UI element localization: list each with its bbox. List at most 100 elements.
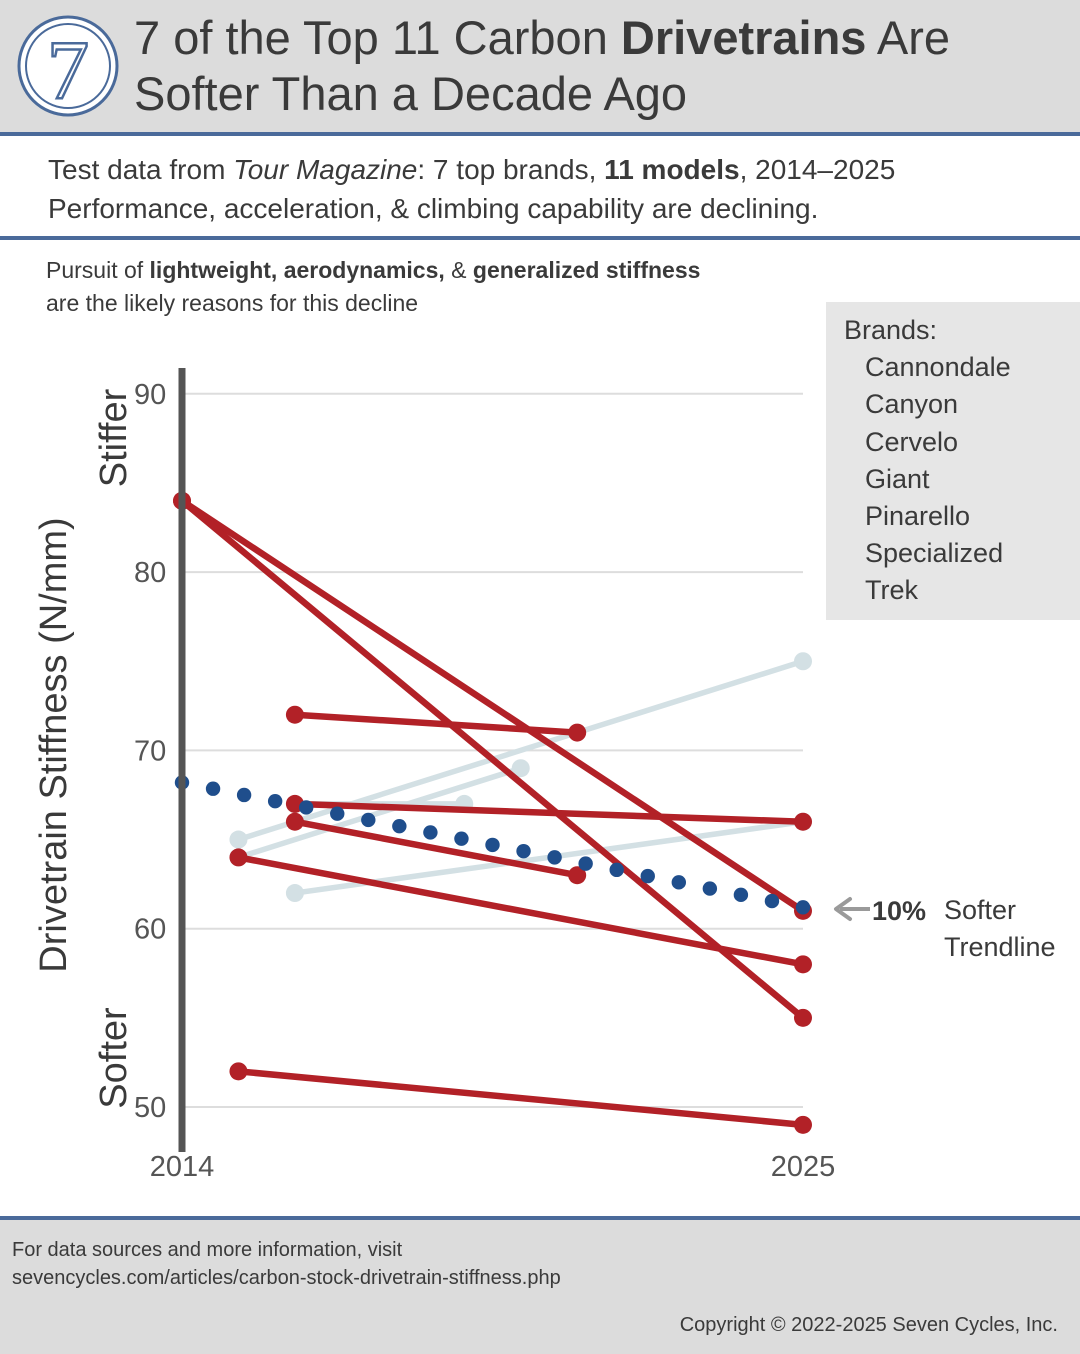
series-end-point: [568, 723, 587, 742]
reason-note: Pursuit of lightweight, aerodynamics, & …: [46, 254, 846, 320]
brand-item: Specialized: [865, 538, 1004, 569]
page-title: 7 of the Top 11 Carbon Drivetrains Are So…: [134, 10, 1064, 122]
annotation-percent: 10%: [872, 896, 926, 926]
subtitle-post: , 2014–2025: [739, 154, 896, 185]
reason-pre: Pursuit of: [46, 257, 150, 283]
trendline-dot: [299, 800, 314, 815]
y-tick-label: 60: [134, 914, 166, 946]
subtitle-bold: 11 models: [604, 154, 740, 185]
y-tick-label: 50: [134, 1092, 166, 1124]
y-tick-label: 90: [134, 379, 166, 411]
series-start-point: [285, 705, 304, 724]
y-tick-labels: 50 60 70 80 90: [134, 379, 166, 1124]
trendline-dot: [795, 900, 811, 915]
copyright: Copyright © 2022-2025 Seven Cycles, Inc.: [679, 1314, 1058, 1336]
softer-series-line: [291, 818, 581, 879]
subtitle-source: Tour Magazine: [233, 154, 418, 185]
brand-item: Cannondale: [865, 352, 1011, 383]
trendline-dot: [702, 881, 718, 896]
softer-series-line: [178, 497, 807, 1022]
reason-line2: are the likely reasons for this decline: [46, 290, 419, 316]
y-axis-label: Drivetrain Stiffness (N/mm): [33, 517, 75, 972]
stiffness-chart: 50 60 70 80 90 Drivetrain Stiffness (N/mm) S…: [33, 368, 1056, 1183]
trendline-dot: [205, 781, 221, 796]
title-pre: 7 of the Top 11 Carbon: [134, 11, 621, 64]
x-tick-labels: 2014 2025: [150, 1151, 836, 1183]
trendline-dot: [671, 875, 686, 890]
trendline-dot: [361, 812, 376, 828]
series-start-point: [229, 1062, 248, 1081]
trendline-dot: [764, 893, 780, 909]
series-end-point: [794, 1115, 812, 1134]
trendline-dot: [485, 837, 500, 853]
series-end-point: [794, 955, 812, 974]
trendline-dot: [423, 825, 438, 840]
series-end-point: [794, 1008, 812, 1027]
reason-line1: Pursuit of lightweight, aerodynamics, & …: [46, 254, 846, 287]
title-line2: Softer Than a Decade Ago: [134, 67, 688, 120]
series-start-point: [285, 884, 304, 903]
brands-heading: Brands:: [844, 315, 938, 345]
series-end-point: [511, 759, 530, 778]
footer: For data sources and more information, v…: [0, 1216, 1080, 1354]
seven-cycles-logo: 7: [17, 15, 119, 118]
trendline-dot: [516, 843, 531, 859]
series-start-point: [285, 812, 304, 831]
divider: [0, 236, 1080, 240]
trendline-dot: [392, 818, 407, 834]
series-start-point: [229, 848, 248, 867]
x-tick-label: 2025: [771, 1151, 836, 1183]
trendline-dot: [578, 856, 593, 871]
brand-item: Giant: [865, 463, 930, 494]
brand-item: Trek: [865, 575, 918, 606]
brand-item: Pinarello: [865, 501, 971, 532]
trendline-dot: [267, 794, 283, 809]
brand-item: Cervelo: [865, 426, 959, 457]
trendline-dot: [640, 868, 655, 884]
brand-item: Canyon: [865, 389, 959, 420]
softer-label: Softer: [93, 1007, 135, 1109]
trendline-dot: [609, 862, 624, 878]
subtitle: Test data from Tour Magazine: 7 top bran…: [48, 150, 1058, 228]
softer-series-line: [291, 711, 581, 736]
footer-note: For data sources and more information, v…: [12, 1236, 561, 1292]
trendline-dot: [547, 850, 562, 865]
logo-numeral: 7: [47, 24, 89, 117]
reason-mid: &: [444, 257, 473, 283]
arrow-head-icon: [834, 897, 852, 921]
trendline-dot: [733, 887, 749, 903]
series-end-point: [794, 812, 812, 831]
brands-legend: Brands: Cannondale Canyon Cervelo Giant …: [826, 302, 1080, 620]
y-tick-label: 70: [134, 735, 166, 767]
softer-series-line: [291, 800, 807, 825]
trendline-dot: [236, 787, 252, 803]
trendline-dot: [330, 806, 345, 821]
x-tick-label: 2014: [150, 1151, 215, 1183]
softer-series-line: [178, 497, 807, 915]
series-start-point: [229, 830, 248, 849]
softer-series-line: [235, 1068, 807, 1129]
series-end-point: [794, 652, 812, 671]
gridlines: [182, 392, 803, 1108]
footer-url[interactable]: sevencycles.com/articles/carbon-stock-dr…: [12, 1267, 561, 1289]
stiffer-label: Stiffer: [93, 388, 135, 487]
y-tick-label: 80: [134, 557, 166, 589]
subtitle-line2: Performance, acceleration, & climbing ca…: [48, 193, 819, 224]
stiffer-series-line: [235, 765, 524, 861]
trendline: [174, 775, 811, 915]
title-bold: Drivetrains: [620, 11, 867, 64]
brands-list: Cannondale Canyon Cervelo Giant Pinarell…: [844, 349, 1080, 609]
softer-series-line: [235, 854, 807, 968]
subtitle-mid: : 7 top brands,: [417, 154, 605, 185]
softer-series: [173, 491, 812, 1134]
trendline-dot: [454, 831, 469, 846]
reason-bold1: lightweight, aerodynamics,: [149, 257, 445, 283]
annotation-line2: Trendline: [944, 932, 1056, 962]
footer-note-line1: For data sources and more information, v…: [12, 1239, 403, 1261]
reason-bold2: generalized stiffness: [472, 257, 701, 283]
header: 7 7 of the Top 11 Carbon Drivetrains Are…: [0, 0, 1080, 136]
title-post: Are: [866, 11, 951, 64]
subtitle-pre: Test data from: [48, 154, 234, 185]
series-end-point: [568, 866, 587, 885]
trend-annotation: 10% Softer Trendline: [834, 895, 1056, 962]
